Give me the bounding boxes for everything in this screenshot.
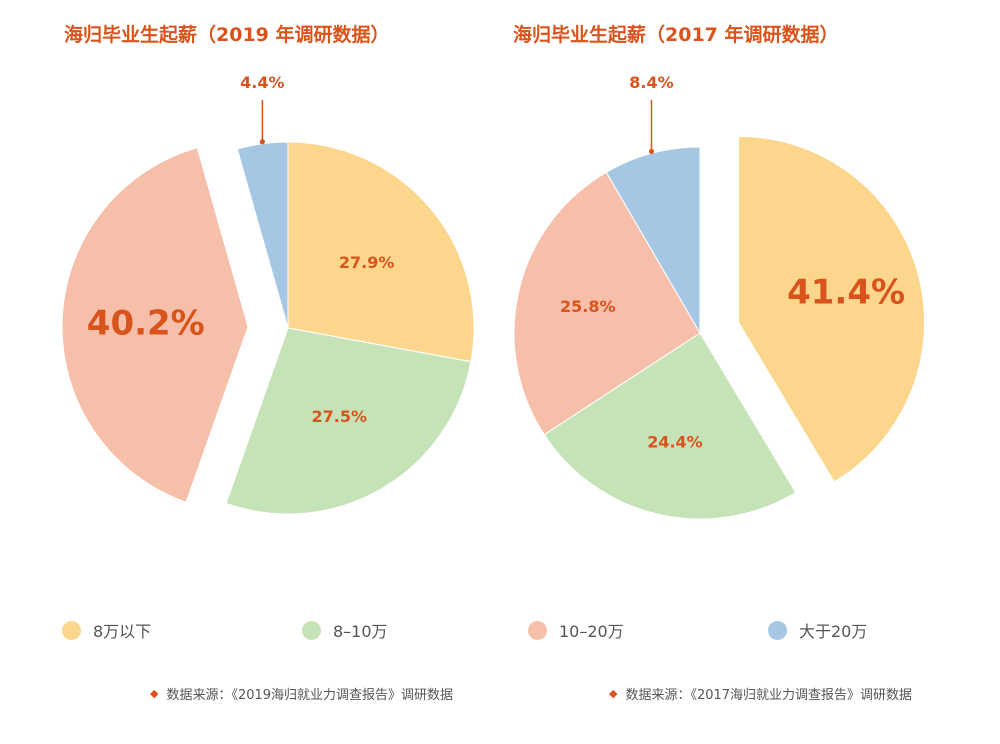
pie-slice	[513, 171, 701, 436]
source-note-2019: ◆ 数据来源：《2019海归就业力调查报告》调研数据	[150, 684, 453, 703]
legend-item-10-20w: 10–20万	[528, 617, 624, 643]
legend-swatch	[302, 620, 321, 640]
slice-label: 25.8%	[560, 297, 616, 316]
slice-label: 8.4%	[629, 73, 673, 92]
pie-chart-2019: 27.9% 27.5% 40.2% 4.4%	[61, 73, 475, 515]
slice-label: 27.5%	[311, 407, 367, 426]
legend-swatch	[528, 620, 547, 640]
callout-dot	[259, 139, 265, 145]
legend-item-8-10w: 8–10万	[302, 617, 388, 643]
pie-slice	[236, 141, 289, 329]
pie-charts: 27.9% 27.5% 40.2% 4.4% 41.4% 24.4% 25.8% 8.4%	[61, 73, 926, 520]
chart-title-2019: 海归毕业生起薪（2019 年调研数据）	[64, 24, 390, 46]
legend-swatch	[768, 620, 787, 640]
legend: 8万以下 8–10万 10–20万 大于20万	[0, 617, 1000, 647]
legend-label: 大于20万	[799, 622, 868, 641]
slice-label: 27.9%	[339, 253, 395, 272]
slice-label: 4.4%	[240, 73, 284, 92]
slice-label-major: 40.2%	[87, 304, 205, 344]
legend-label: 8万以下	[93, 622, 152, 641]
pie-slice	[225, 327, 472, 515]
legend-label: 10–20万	[559, 622, 624, 641]
pie-slice	[543, 332, 797, 520]
pie-chart-2017: 41.4% 24.4% 25.8% 8.4%	[513, 73, 926, 520]
legend-item-over-20w: 大于20万	[768, 617, 867, 643]
source-text: 数据来源：《2017海归就业力调查报告》调研数据	[625, 688, 913, 703]
slice-label: 24.4%	[647, 432, 703, 451]
slice-label-major: 41.4%	[787, 273, 905, 313]
source-note-2017: ◆ 数据来源：《2017海归就业力调查报告》调研数据	[609, 684, 912, 703]
pie-slice	[61, 147, 249, 503]
diamond-icon: ◆	[609, 687, 618, 700]
legend-swatch	[62, 620, 81, 640]
legend-item-under-8w: 8万以下	[62, 617, 151, 643]
callout-dot	[648, 148, 655, 155]
chart-title-2017: 海归毕业生起薪（2017 年调研数据）	[513, 24, 839, 46]
legend-label: 8–10万	[333, 622, 388, 641]
pie-slice	[738, 135, 926, 483]
pie-slice	[287, 141, 475, 363]
diamond-icon: ◆	[150, 687, 159, 700]
source-text: 数据来源：《2019海归就业力调查报告》调研数据	[166, 688, 454, 703]
